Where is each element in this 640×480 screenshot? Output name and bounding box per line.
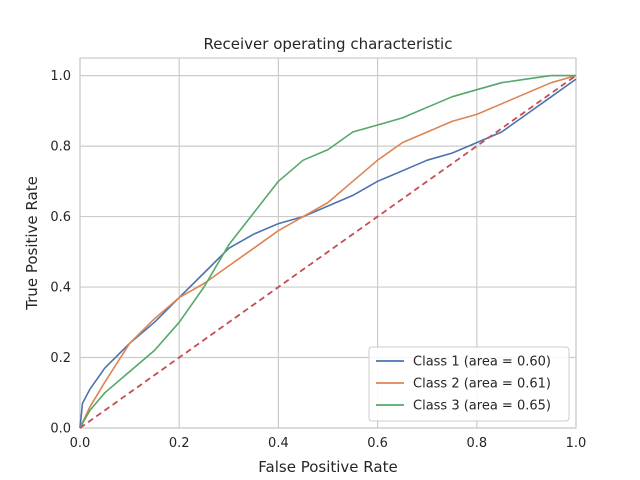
y-tick-label: 0.6 [50,210,71,225]
legend-label-class-2: Class 2 (area = 0.61) [413,377,551,392]
x-tick-label: 1.0 [566,436,587,451]
x-tick-label: 0.6 [367,436,388,451]
y-axis-label: True Positive Rate [23,176,41,311]
y-tick-label: 0.0 [50,422,71,437]
x-tick-label: 0.8 [466,436,487,451]
legend-label-class-1: Class 1 (area = 0.60) [413,355,551,370]
y-tick-label: 0.4 [50,281,71,296]
legend: Class 1 (area = 0.60) Class 2 (area = 0.6… [368,346,570,422]
tick-labels: 0.0 0.2 0.4 0.6 0.8 1.0 0.0 0.2 0.4 0.6 0.8 1.0 [50,69,586,451]
legend-label-class-3: Class 3 (area = 0.65) [413,399,551,414]
y-tick-label: 0.2 [50,351,71,366]
series-line-class-2 [79,74,577,429]
grid-lines [79,58,577,429]
x-tick-label: 0.0 [70,436,91,451]
y-tick-label: 1.0 [50,69,71,84]
chart-title: Receiver operating characteristic [204,35,453,53]
x-tick-label: 0.2 [169,436,190,451]
reference-diagonal-line [79,74,577,429]
legend-box [368,346,570,422]
series-lines [79,74,577,429]
y-tick-label: 0.8 [50,140,71,155]
x-axis-label: False Positive Rate [258,458,397,476]
x-tick-label: 0.4 [268,436,289,451]
series-line-class-3 [79,74,576,429]
